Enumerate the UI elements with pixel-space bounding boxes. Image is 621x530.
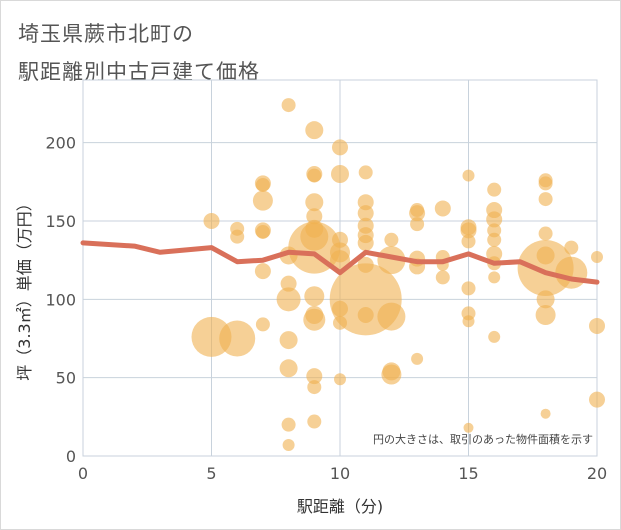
data-bubble: [381, 364, 402, 385]
data-bubble: [538, 226, 553, 241]
average-price-line: [80, 240, 600, 285]
data-bubble: [377, 246, 406, 275]
data-bubble: [279, 331, 298, 350]
data-bubble: [307, 168, 322, 183]
data-bubble: [305, 121, 324, 140]
data-bubble: [462, 169, 475, 182]
y-tick-label: 200: [45, 134, 76, 153]
y-axis-title: 坪（3.3㎡）単価（万円）: [15, 195, 34, 380]
data-bubble: [255, 177, 270, 192]
data-bubble: [357, 234, 374, 251]
data-bubble: [331, 165, 349, 183]
data-bubble: [460, 222, 477, 239]
data-bubble: [536, 290, 555, 309]
data-bubble: [307, 380, 322, 395]
data-bubble: [538, 176, 553, 191]
data-bubble: [330, 250, 350, 271]
chart-title-line1: 埼玉県蕨市北町の: [18, 22, 194, 46]
data-bubble: [410, 217, 425, 232]
data-bubble: [219, 320, 256, 357]
data-bubble: [486, 211, 503, 228]
data-bubble: [306, 208, 323, 225]
data-bubble: [488, 271, 501, 284]
data-bubble: [488, 330, 501, 343]
data-bubble: [357, 205, 374, 222]
x-axis-title: 駅距離（分): [297, 497, 383, 516]
data-bubble: [303, 308, 326, 331]
x-tick-label: 0: [78, 464, 88, 483]
data-bubble: [254, 263, 271, 280]
data-bubble: [276, 287, 301, 312]
data-bubble: [304, 286, 325, 307]
data-bubble: [281, 417, 296, 432]
data-bubble: [307, 414, 322, 429]
bubble-layer: [191, 98, 605, 452]
data-bubble: [203, 213, 220, 229]
data-bubble: [384, 232, 399, 247]
data-bubble: [461, 281, 476, 296]
data-bubble: [487, 182, 502, 197]
data-bubble: [591, 251, 603, 264]
data-bubble: [252, 190, 273, 211]
data-bubble: [435, 270, 450, 285]
data-bubble: [332, 139, 348, 156]
y-tick-label: 150: [45, 212, 76, 231]
data-bubble: [357, 307, 374, 323]
data-bubble: [279, 359, 298, 378]
data-bubble: [487, 232, 502, 247]
data-bubble: [589, 391, 605, 408]
data-bubble: [358, 165, 373, 180]
data-bubble: [538, 192, 553, 207]
data-bubble: [589, 317, 605, 334]
data-bubble: [280, 275, 297, 292]
data-bubble: [255, 224, 270, 239]
x-tick-label: 10: [330, 464, 350, 483]
data-bubble: [255, 317, 270, 332]
data-bubble: [411, 352, 424, 365]
x-tick-label: 20: [587, 464, 607, 483]
bubble-size-note: 円の大きさは、取引のあった物件面積を示す: [373, 432, 593, 446]
y-tick-label: 100: [45, 290, 76, 309]
data-bubble: [409, 205, 426, 222]
data-bubble: [357, 194, 374, 211]
data-bubble: [463, 422, 474, 433]
data-bubble: [540, 408, 551, 419]
y-tick-label: 0: [66, 447, 76, 466]
data-bubble: [461, 234, 476, 249]
data-bubble: [462, 315, 475, 328]
data-bubble: [334, 373, 346, 386]
data-bubble: [282, 439, 295, 452]
data-bubble: [564, 240, 579, 255]
data-bubble: [281, 98, 296, 113]
x-tick-label: 15: [458, 464, 478, 483]
data-bubble: [535, 305, 556, 325]
data-bubble: [305, 193, 324, 212]
data-bubble: [377, 302, 406, 331]
data-bubble: [434, 200, 451, 217]
data-bubble: [306, 368, 323, 385]
y-tick-label: 50: [56, 369, 76, 388]
x-tick-label: 5: [206, 464, 216, 483]
data-bubble: [230, 229, 245, 244]
data-bubble: [555, 256, 588, 289]
